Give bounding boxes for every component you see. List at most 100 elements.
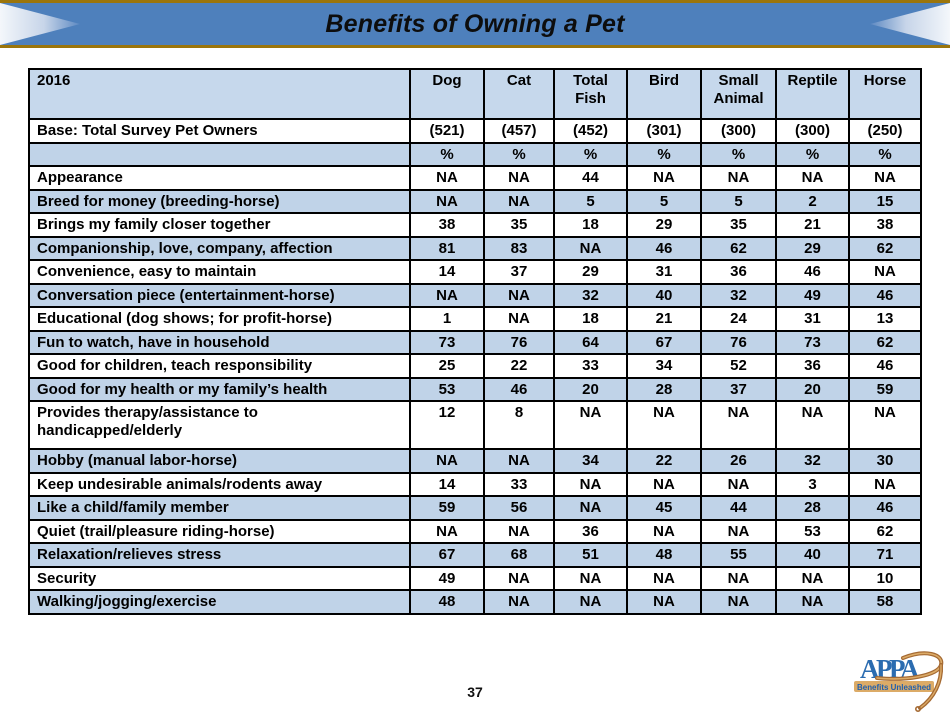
- cell: NA: [483, 565, 555, 591]
- cell: 64: [553, 329, 628, 355]
- table-row: Convenience, easy to maintain 14 37 29 3…: [28, 259, 922, 285]
- cell: 31: [626, 259, 702, 285]
- cell: NA: [848, 471, 922, 497]
- cell: 5: [700, 188, 777, 214]
- cell: 1: [409, 306, 485, 332]
- cell: 36: [700, 259, 777, 285]
- cell: (452): [553, 118, 628, 144]
- cell: NA: [626, 471, 702, 497]
- row-label: Brings my family closer together: [28, 212, 411, 238]
- cell: 14: [409, 259, 485, 285]
- table-row: Companionship, love, company, affection …: [28, 235, 922, 261]
- page-number: 37: [467, 684, 483, 700]
- cell: %: [409, 141, 485, 167]
- cell: 32: [553, 282, 628, 308]
- cell: 36: [775, 353, 850, 379]
- cell: 26: [700, 448, 777, 474]
- cell: 22: [483, 353, 555, 379]
- cell: NA: [409, 188, 485, 214]
- cell: NA: [626, 565, 702, 591]
- table-header-row: 2016 Dog Cat Total Fish Bird Small Anima…: [28, 68, 922, 120]
- leash-clasp-icon: [914, 705, 921, 712]
- cell: NA: [848, 165, 922, 191]
- row-label: Keep undesirable animals/rodents away: [28, 471, 411, 497]
- cell: NA: [409, 165, 485, 191]
- cell: 34: [553, 448, 628, 474]
- cell: 73: [775, 329, 850, 355]
- cell: NA: [483, 589, 555, 615]
- cell: NA: [553, 471, 628, 497]
- cell: NA: [848, 400, 922, 450]
- column-header-horse: Horse: [848, 68, 922, 120]
- cell: 14: [409, 471, 485, 497]
- pet-benefits-table: 2016 Dog Cat Total Fish Bird Small Anima…: [28, 68, 922, 615]
- cell: 40: [626, 282, 702, 308]
- row-label: Quiet (trail/pleasure riding-horse): [28, 518, 411, 544]
- cell: 83: [483, 235, 555, 261]
- cell: 32: [700, 282, 777, 308]
- cell: 20: [553, 376, 628, 402]
- cell: 62: [700, 235, 777, 261]
- cell: NA: [700, 565, 777, 591]
- cell: (457): [483, 118, 555, 144]
- cell: NA: [553, 589, 628, 615]
- cell: 34: [626, 353, 702, 379]
- cell: 67: [409, 542, 485, 568]
- table-row: Relaxation/relieves stress 67 68 51 48 5…: [28, 542, 922, 568]
- cell: (300): [700, 118, 777, 144]
- cell: 76: [700, 329, 777, 355]
- cell: 46: [848, 353, 922, 379]
- logo-tagline: Benefits Unleashed: [857, 682, 931, 692]
- cell: 73: [409, 329, 485, 355]
- table-row: Good for my health or my family’s health…: [28, 376, 922, 402]
- table-row: Brings my family closer together 38 35 1…: [28, 212, 922, 238]
- cell: NA: [409, 282, 485, 308]
- cell: NA: [409, 518, 485, 544]
- slide-title: Benefits of Owning a Pet: [325, 10, 625, 38]
- cell: 2: [775, 188, 850, 214]
- table-row: Provides therapy/assistance to handicapp…: [28, 400, 922, 450]
- cell: NA: [626, 518, 702, 544]
- row-label: Good for my health or my family’s health: [28, 376, 411, 402]
- cell: 58: [848, 589, 922, 615]
- cell: 29: [775, 235, 850, 261]
- table-row: Quiet (trail/pleasure riding-horse) NA N…: [28, 518, 922, 544]
- cell: 29: [626, 212, 702, 238]
- cell: 62: [848, 329, 922, 355]
- row-label: Walking/jogging/exercise: [28, 589, 411, 615]
- cell: 48: [409, 589, 485, 615]
- cell: 68: [483, 542, 555, 568]
- row-label: Like a child/family member: [28, 495, 411, 521]
- column-header-cat: Cat: [483, 68, 555, 120]
- base-row: Base: Total Survey Pet Owners (521) (457…: [28, 118, 922, 144]
- cell: 46: [848, 282, 922, 308]
- cell: 38: [848, 212, 922, 238]
- row-label: Relaxation/relieves stress: [28, 542, 411, 568]
- cell: NA: [483, 518, 555, 544]
- cell: NA: [700, 165, 777, 191]
- cell: 46: [848, 495, 922, 521]
- cell: NA: [700, 589, 777, 615]
- table-row: Breed for money (breeding-horse) NA NA 5…: [28, 188, 922, 214]
- tagline-ribbon: [854, 681, 934, 692]
- cell: (300): [775, 118, 850, 144]
- cell: (521): [409, 118, 485, 144]
- cell: 71: [848, 542, 922, 568]
- cell: 51: [553, 542, 628, 568]
- cell: NA: [626, 165, 702, 191]
- cell: NA: [553, 235, 628, 261]
- cell: NA: [700, 471, 777, 497]
- cell: 45: [626, 495, 702, 521]
- cell: 21: [775, 212, 850, 238]
- cell: NA: [700, 518, 777, 544]
- title-banner: Benefits of Owning a Pet: [0, 0, 950, 48]
- cell: 10: [848, 565, 922, 591]
- cell: 55: [700, 542, 777, 568]
- cell: 13: [848, 306, 922, 332]
- table-row: Walking/jogging/exercise 48 NA NA NA NA …: [28, 589, 922, 615]
- percent-row: % % % % % % %: [28, 141, 922, 167]
- table-row: Appearance NA NA 44 NA NA NA NA: [28, 165, 922, 191]
- table-row: Fun to watch, have in household 73 76 64…: [28, 329, 922, 355]
- row-label: Breed for money (breeding-horse): [28, 188, 411, 214]
- banner-arrow-right-icon: [870, 3, 950, 45]
